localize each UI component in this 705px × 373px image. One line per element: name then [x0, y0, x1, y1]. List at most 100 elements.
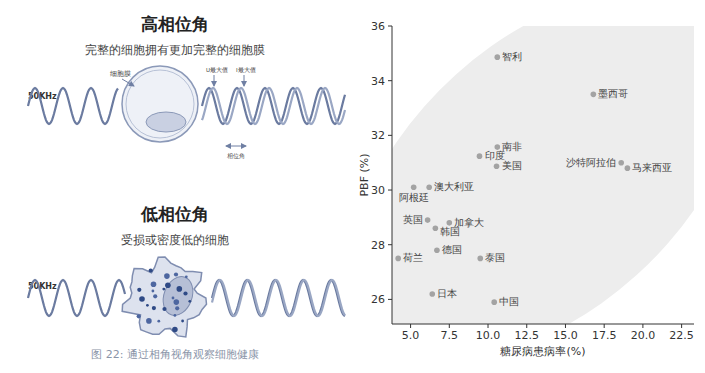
y-tick-label: 32 — [371, 129, 385, 142]
x-tick-label: 20.0 — [631, 329, 656, 342]
panel-subtitle: 受损或密度低的细胞 — [121, 233, 229, 247]
current-arrow — [244, 75, 245, 86]
y-tick — [388, 190, 392, 191]
point — [477, 153, 483, 159]
point-label: 澳大利亚 — [434, 181, 474, 192]
debris — [139, 296, 145, 302]
x-tick-label: 17.5 — [592, 329, 617, 342]
wave — [28, 280, 125, 316]
debris — [164, 273, 170, 279]
debris — [151, 281, 157, 287]
point-label: 英国 — [403, 214, 423, 225]
membrane-label: 细胞膜 — [110, 70, 131, 78]
y-tick — [388, 80, 392, 81]
y-tick-label: 30 — [371, 184, 385, 197]
point — [425, 217, 431, 223]
voltage-wave — [212, 280, 345, 316]
debris — [137, 288, 141, 292]
debris — [152, 306, 156, 310]
x-tick — [526, 324, 527, 328]
x-tick — [488, 324, 489, 328]
point — [477, 256, 483, 262]
debris — [153, 294, 157, 298]
x-tick — [410, 324, 411, 328]
point-label: 荷兰 — [403, 252, 423, 263]
debris — [183, 291, 187, 295]
y-axis-label: PBF (%) — [358, 153, 371, 196]
y-tick — [388, 26, 392, 27]
point — [495, 54, 501, 60]
debris — [174, 314, 177, 317]
cell — [122, 66, 198, 142]
point — [491, 299, 497, 305]
membrane-arrow — [122, 79, 134, 86]
cell-inner — [126, 70, 194, 138]
x-tick-label: 5.0 — [402, 329, 420, 342]
x-tick — [565, 324, 566, 328]
ellipse-region — [392, 26, 694, 324]
point-label: 日本 — [437, 288, 457, 299]
point — [494, 163, 500, 169]
y-axis — [392, 26, 393, 324]
phase-arrow — [226, 146, 246, 147]
debris — [185, 275, 188, 278]
point — [495, 144, 501, 150]
x-tick-label: 15.0 — [553, 329, 578, 342]
debris — [175, 306, 179, 310]
debris — [188, 300, 191, 303]
y-tick — [388, 244, 392, 245]
points — [395, 54, 630, 305]
y-tick — [388, 299, 392, 300]
damaged-cell — [122, 257, 206, 337]
x-tick-label: 7.5 — [441, 329, 459, 342]
debris — [172, 297, 175, 300]
x-axis — [392, 324, 694, 325]
point-label: 韩国 — [440, 226, 460, 237]
point-label: 德国 — [442, 244, 462, 255]
debris — [146, 318, 152, 324]
debris — [146, 304, 149, 307]
point — [625, 165, 631, 171]
y-tick — [388, 135, 392, 136]
debris — [177, 286, 183, 292]
debris — [157, 320, 160, 323]
debris — [165, 283, 171, 289]
current-wave — [202, 88, 345, 124]
x-tick — [604, 324, 605, 328]
point — [433, 226, 439, 232]
x-tick — [642, 324, 643, 328]
nucleus — [158, 272, 198, 319]
debris — [181, 320, 184, 323]
y-tick-label: 26 — [371, 293, 385, 306]
x-axis-label: 糖尿病患病率(%) — [500, 345, 585, 358]
voltage-max-label: U最大值 — [206, 67, 228, 73]
debris — [162, 307, 166, 311]
panel-title: 高相位角 — [141, 14, 209, 34]
x-tick-label: 10.0 — [476, 329, 501, 342]
point — [395, 256, 401, 262]
x-tick — [681, 324, 682, 328]
y-tick-label: 28 — [371, 239, 385, 252]
point-label: 阿根廷 — [399, 192, 429, 203]
debris — [174, 272, 178, 276]
voltage-wave — [202, 88, 345, 124]
debris — [174, 299, 180, 305]
panel-subtitle: 完整的细胞拥有更加完整的细胞膜 — [85, 43, 265, 57]
voltage-arrow — [214, 75, 215, 86]
point-label: 马来西亚 — [632, 162, 672, 173]
x-tick-label: 12.5 — [514, 329, 539, 342]
current-wave — [212, 280, 345, 316]
current-max-label: I最大值 — [236, 67, 256, 73]
point-label: 墨西哥 — [598, 88, 628, 99]
point — [447, 220, 453, 226]
point-label: 美国 — [502, 160, 522, 171]
point-label: 沙特阿拉伯 — [566, 157, 616, 168]
debris — [162, 288, 165, 291]
point — [591, 92, 597, 98]
x-tick-label: 22.5 — [669, 329, 694, 342]
nucleus — [146, 112, 186, 132]
point-label: 泰国 — [485, 252, 505, 263]
point — [429, 291, 435, 297]
background — [392, 26, 694, 324]
point — [618, 160, 624, 166]
